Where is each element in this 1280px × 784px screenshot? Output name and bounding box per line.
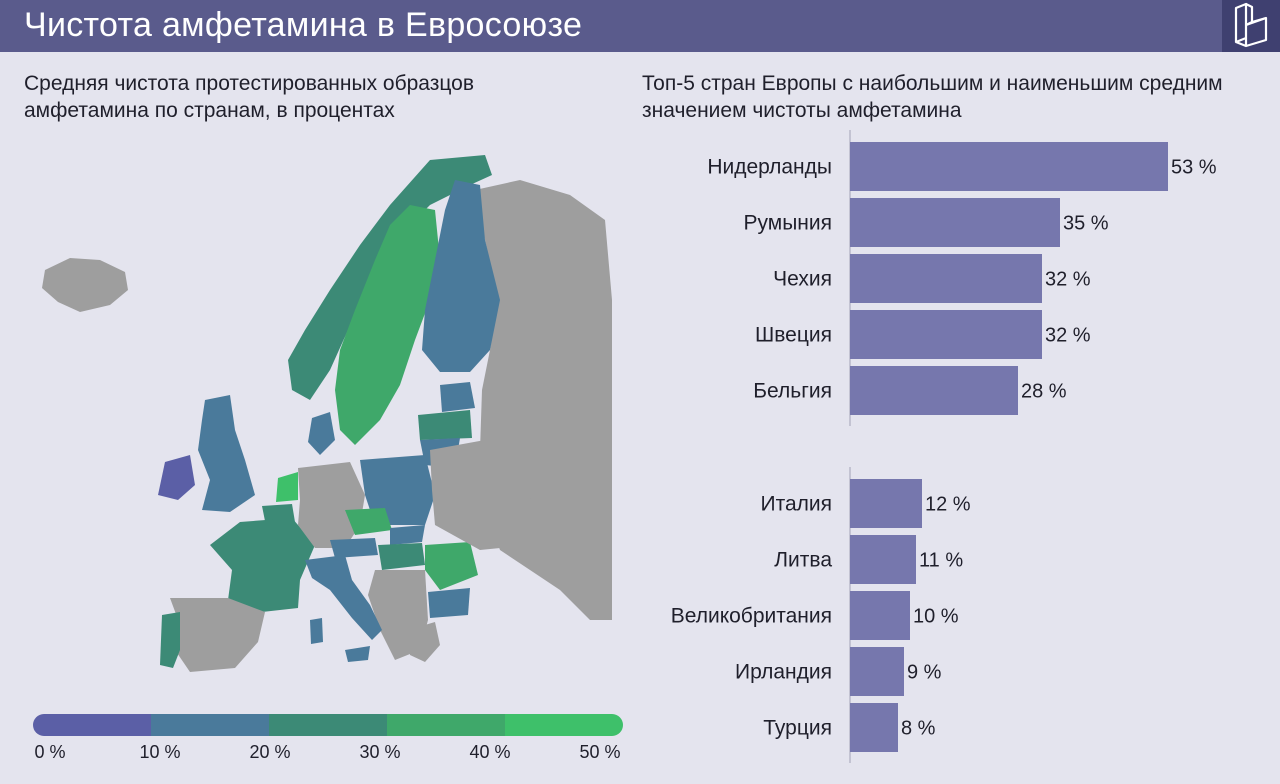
page-title: Чистота амфетамина в Евросоюзе <box>24 6 583 44</box>
map-region-ireland <box>158 455 195 500</box>
header-bar: Чистота амфетамина в Евросоюзе <box>0 0 1280 52</box>
bar <box>850 591 910 640</box>
map-region-sardinia <box>310 618 323 644</box>
bar-value-label: 12 % <box>925 494 971 516</box>
bar-category-label: Швеция <box>755 324 832 347</box>
bar-value-label: 28 % <box>1021 381 1067 403</box>
bar-value-label: 8 % <box>901 718 936 740</box>
legend-swatch <box>33 714 151 736</box>
bar <box>850 142 1168 191</box>
map-region-sicily <box>345 646 370 662</box>
legend-swatch <box>151 714 269 736</box>
map-region-czechia <box>345 508 392 535</box>
map-region-latvia <box>418 410 472 440</box>
map-region-denmark <box>308 412 335 455</box>
map-region-spain <box>170 598 265 672</box>
map-region-slovakia <box>390 525 425 545</box>
legend-tick-label: 50 % <box>579 742 621 762</box>
map-region-iceland <box>42 258 128 312</box>
bar-value-label: 32 % <box>1045 269 1091 291</box>
map-region-bulgaria <box>428 588 470 618</box>
bar-category-label: Великобритания <box>671 605 832 628</box>
map-region-portugal <box>160 612 180 668</box>
map-region-estonia <box>440 382 475 412</box>
map-region-italy <box>305 555 382 640</box>
bar <box>850 310 1042 359</box>
bar <box>850 198 1060 247</box>
bar-category-label: Турция <box>763 717 832 740</box>
bar-category-label: Чехия <box>773 268 832 291</box>
map-subtitle: Средняя чистота протестированных образцо… <box>24 72 475 122</box>
map-region-finland <box>422 180 500 372</box>
bar-category-label: Бельгия <box>753 380 832 403</box>
legend-swatch <box>505 714 623 736</box>
legend-tick-label: 0 % <box>34 742 66 762</box>
map-region-poland <box>360 455 435 525</box>
bar-value-label: 35 % <box>1063 213 1109 235</box>
legend-swatch <box>269 714 387 736</box>
bar-category-label: Ирландия <box>735 661 832 684</box>
map-region-uk <box>198 395 255 512</box>
bar-value-label: 32 % <box>1045 325 1091 347</box>
legend-tick-label: 40 % <box>469 742 511 762</box>
bar-category-label: Нидерланды <box>707 156 832 179</box>
map-region-norway <box>288 155 492 400</box>
map-region-austria <box>330 538 378 558</box>
bar <box>850 535 916 584</box>
map-region-france <box>210 518 315 612</box>
bar-value-label: 10 % <box>913 606 959 628</box>
map-region-hungary <box>378 543 425 570</box>
bar <box>850 254 1042 303</box>
bar-value-label: 9 % <box>907 662 942 684</box>
map-region-sweden <box>335 205 440 445</box>
bar <box>850 647 904 696</box>
bar-category-label: Литва <box>774 549 832 572</box>
bar-value-label: 53 % <box>1171 157 1217 179</box>
logo-icon <box>1234 2 1268 48</box>
bar-value-label: 11 % <box>919 550 963 572</box>
map-region-romania <box>425 542 478 590</box>
map-region-germany <box>298 462 365 548</box>
legend-tick-label: 30 % <box>359 742 401 762</box>
legend-tick-label: 20 % <box>249 742 291 762</box>
logo <box>1222 0 1280 52</box>
europe-map <box>42 155 612 672</box>
legend-swatch <box>387 714 505 736</box>
map-region-ukraine-belarus <box>430 440 550 550</box>
bar <box>850 479 922 528</box>
map-region-greece <box>408 622 440 662</box>
bar-chart-subtitle: Топ-5 стран Европы с наибольшим и наимен… <box>642 72 1223 122</box>
legend-tick-label: 10 % <box>139 742 181 762</box>
bar <box>850 366 1018 415</box>
map-region-netherlands <box>276 472 298 502</box>
color-legend-bar <box>33 714 623 736</box>
bar-category-label: Италия <box>760 493 832 516</box>
bar <box>850 703 898 752</box>
bar-category-label: Румыния <box>743 212 832 235</box>
